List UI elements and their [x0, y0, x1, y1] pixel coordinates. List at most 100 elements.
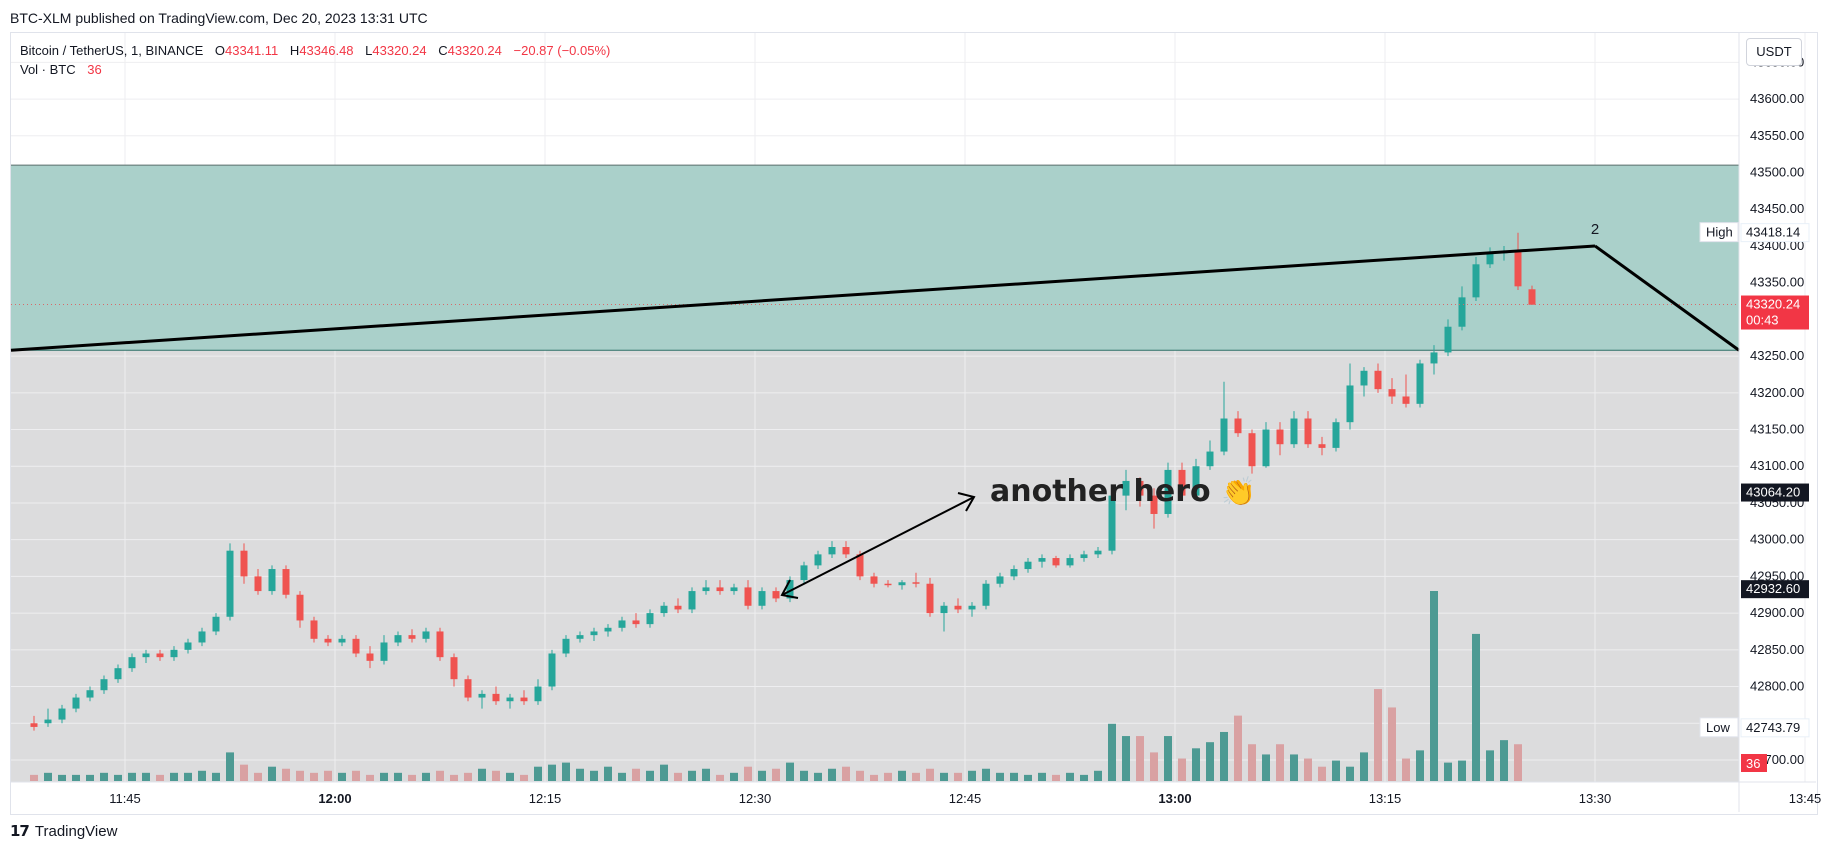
candle-body	[100, 679, 108, 691]
candle-body	[660, 605, 668, 614]
candle-body	[548, 653, 556, 687]
candle-body	[268, 569, 276, 592]
volume-bar	[324, 770, 332, 781]
time-tick-label: 13:30	[1579, 791, 1612, 806]
candle-body	[30, 723, 38, 727]
candle-body	[1122, 480, 1130, 496]
volume-bar	[86, 774, 94, 781]
candle-body	[520, 697, 528, 702]
volume-bar	[996, 772, 1004, 781]
candle-body	[856, 554, 864, 577]
volume-bar	[1304, 758, 1312, 781]
volume-bar	[1360, 752, 1368, 781]
candle-body	[1332, 422, 1340, 448]
volume-bar	[1066, 772, 1074, 781]
candle-body	[170, 649, 178, 658]
price-axis-label-bg	[1741, 483, 1809, 502]
price-tick-label: 43000.00	[1750, 532, 1804, 547]
candle-body	[86, 690, 94, 698]
price-axis-label: 43418.14	[1746, 225, 1800, 240]
time-tick-label: 12:30	[739, 791, 772, 806]
price-tag-label: Low	[1706, 720, 1730, 735]
volume-bar	[1136, 736, 1144, 781]
candle-body	[296, 594, 304, 621]
volume-bar	[338, 772, 346, 781]
candle-body	[1024, 561, 1032, 570]
volume-bar	[1500, 740, 1508, 781]
candle-body	[142, 653, 150, 658]
volume-bar	[30, 774, 38, 781]
volume-bar	[590, 770, 598, 781]
candle-body	[674, 605, 682, 610]
pattern-point-label: 2	[1591, 221, 1599, 238]
volume-bar	[1262, 754, 1270, 781]
clapping-hands-icon: 👏	[1221, 475, 1256, 508]
volume-bar	[268, 766, 276, 781]
price-tag-bg	[1699, 222, 1739, 243]
candle-body	[44, 719, 52, 724]
volume-bar	[716, 774, 724, 781]
arrowhead-end	[957, 492, 976, 512]
high-value: 43346.48	[299, 43, 354, 58]
candle-body	[184, 642, 192, 650]
chart-legend: Bitcoin / TetherUS, 1, BINANCE O43341.11…	[20, 41, 610, 79]
time-tick-label: 12:15	[529, 791, 562, 806]
candle-body	[688, 591, 696, 610]
volume-bar	[856, 770, 864, 781]
volume-bar	[688, 770, 696, 781]
open-value: 43341.11	[225, 43, 279, 58]
candle-body	[1094, 550, 1102, 555]
volume-bar	[940, 772, 948, 781]
candle-body	[772, 591, 780, 599]
candle-body	[156, 653, 164, 658]
volume-bar	[226, 752, 234, 781]
price-tick-label: 42800.00	[1750, 679, 1804, 694]
volume-bar	[506, 772, 514, 781]
volume-bar	[674, 772, 682, 781]
price-axis-label-bg	[1740, 223, 1810, 243]
candle-body	[1206, 451, 1214, 467]
candle-body	[1416, 363, 1424, 404]
volume-bar	[1290, 754, 1298, 781]
candle-body	[1388, 389, 1396, 397]
candle-body	[450, 657, 458, 680]
volume-row: Vol · BTC 36	[20, 60, 610, 79]
price-tick-label: 43500.00	[1750, 165, 1804, 180]
volume-bar	[1024, 774, 1032, 781]
chart-frame	[10, 32, 1818, 815]
price-tick-label: 43250.00	[1750, 348, 1804, 363]
candle-body	[1192, 466, 1200, 496]
tradingview-brand[interactable]: 17 TradingView	[10, 822, 117, 840]
volume-bar	[1374, 689, 1382, 781]
symbol-label[interactable]: Bitcoin / TetherUS, 1, BINANCE	[20, 43, 204, 58]
volume-bar	[982, 768, 990, 781]
volume-bar	[772, 768, 780, 781]
volume-bar	[632, 768, 640, 781]
volume-bar	[1122, 736, 1130, 781]
time-tick-label: 12:45	[949, 791, 982, 806]
volume-value: 36	[87, 62, 102, 77]
candle-body	[898, 582, 906, 586]
volume-bar	[660, 764, 668, 781]
candle-body	[1220, 418, 1228, 452]
annotation-text[interactable]: another hero 👏	[990, 474, 1256, 509]
countdown-label: 00:43	[1746, 313, 1779, 328]
volume-bar	[1108, 723, 1116, 781]
candle-body	[1528, 289, 1536, 305]
price-tick-label: 42850.00	[1750, 642, 1804, 657]
currency-button[interactable]: USDT	[1746, 38, 1802, 66]
candle-body	[982, 583, 990, 606]
price-tick-label: 43350.00	[1750, 275, 1804, 290]
volume-bar	[758, 770, 766, 781]
volume-bar	[898, 770, 906, 781]
price-tag-label: High	[1706, 225, 1733, 240]
candle-body	[254, 576, 262, 592]
volume-bar	[618, 772, 626, 781]
volume-bar	[170, 772, 178, 781]
candle-body	[716, 587, 724, 592]
volume-bar	[1150, 752, 1158, 781]
candle-body	[1486, 253, 1494, 265]
volume-bar	[1458, 760, 1466, 781]
candle-body	[1010, 569, 1018, 577]
